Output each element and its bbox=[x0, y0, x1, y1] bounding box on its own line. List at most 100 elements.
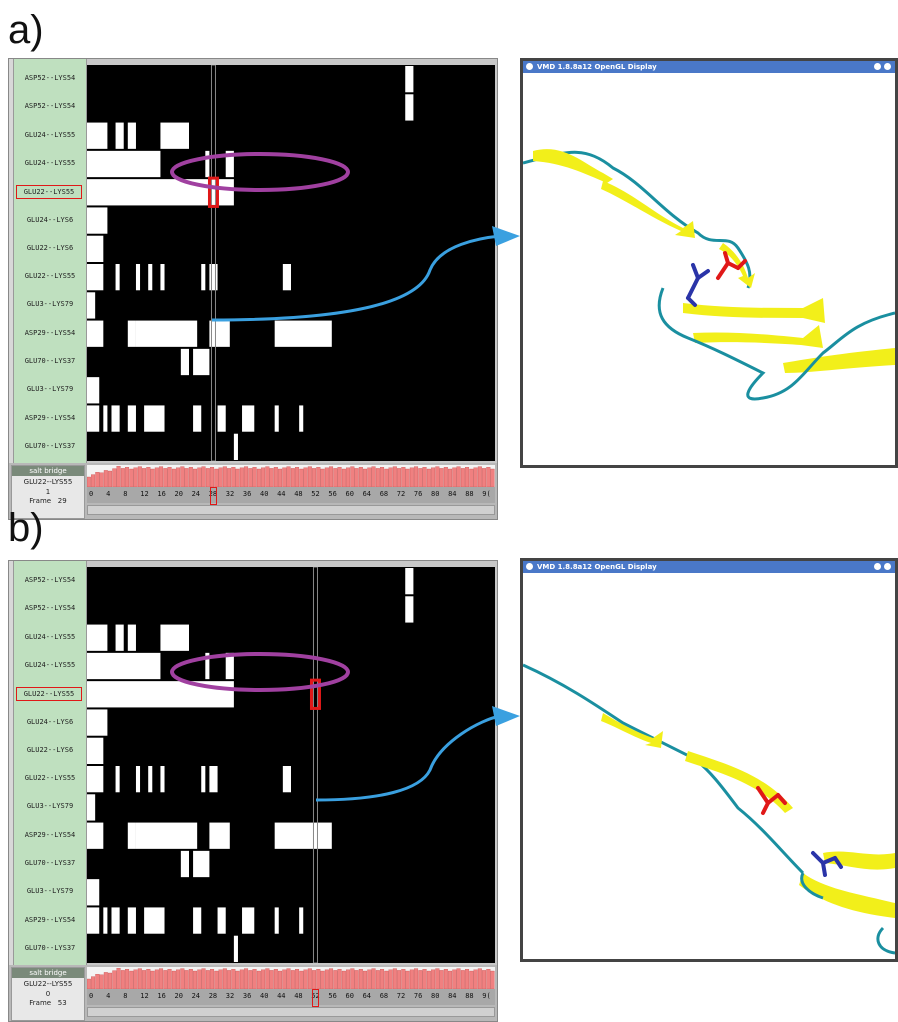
pair-label[interactable]: GLU22--LYS55 bbox=[24, 272, 76, 281]
count-bar bbox=[405, 970, 410, 989]
horizontal-scrollbar[interactable] bbox=[87, 505, 495, 515]
salt-bridge-heatmap[interactable] bbox=[87, 567, 495, 963]
pair-label[interactable]: GLU3--LYS79 bbox=[26, 385, 74, 394]
window-menu-icon[interactable] bbox=[526, 563, 533, 570]
window-menu-icon[interactable] bbox=[526, 63, 533, 70]
pair-label[interactable]: GLU22--LYS6 bbox=[26, 243, 74, 252]
pair-label[interactable]: GLU3--LYS79 bbox=[26, 300, 74, 309]
pair-label[interactable]: ASP52--LYS54 bbox=[24, 604, 76, 613]
occupancy-segment bbox=[135, 264, 141, 291]
count-bar bbox=[112, 468, 117, 487]
count-bar bbox=[486, 969, 491, 989]
pair-label[interactable]: ASP29--LYS54 bbox=[24, 830, 76, 839]
count-bar bbox=[329, 968, 334, 989]
pair-label[interactable]: GLU24--LYS6 bbox=[26, 215, 74, 224]
axis-tick-label: 24 bbox=[191, 490, 201, 498]
pair-label[interactable]: GLU22--LYS55 bbox=[16, 687, 82, 702]
count-bar bbox=[99, 472, 104, 487]
pair-label[interactable]: ASP52--LYS54 bbox=[24, 576, 76, 585]
pair-label[interactable]: ASP29--LYS54 bbox=[24, 328, 76, 337]
count-bar bbox=[159, 968, 164, 989]
occupancy-segment bbox=[209, 320, 230, 347]
pair-label[interactable]: GLU24--LYS55 bbox=[24, 661, 76, 669]
occupancy-segment bbox=[115, 122, 124, 149]
pair-label[interactable]: GLU70--LYS37 bbox=[24, 943, 76, 952]
count-bar bbox=[460, 970, 465, 989]
pair-label[interactable]: GLU3--LYS79 bbox=[26, 887, 74, 896]
count-bar bbox=[205, 468, 210, 487]
occupancy-segment bbox=[87, 150, 161, 178]
count-bar bbox=[95, 472, 100, 487]
vertical-scrollbar[interactable] bbox=[9, 561, 13, 965]
pair-label[interactable]: GLU22--LYS55 bbox=[24, 774, 76, 783]
occupancy-segment bbox=[87, 235, 104, 262]
frame-axis[interactable]: 0 4 8 12 16 20 24 28 32 36 40 44 48 52 56 60 64 68 72 76 80 8… bbox=[87, 989, 495, 1007]
count-bar bbox=[324, 969, 329, 989]
occupancy-segment bbox=[405, 596, 414, 623]
pair-label[interactable]: GLU3--LYS79 bbox=[26, 802, 74, 811]
count-bar bbox=[473, 969, 478, 989]
pair-label[interactable]: GLU24--LYS55 bbox=[24, 159, 76, 167]
count-bar bbox=[214, 970, 219, 989]
occupancy-segment bbox=[87, 320, 104, 347]
pair-label[interactable]: GLU24--LYS6 bbox=[26, 717, 74, 726]
axis-tick-label: 60 bbox=[345, 490, 354, 498]
axis-tick-label: 12 bbox=[140, 992, 149, 1000]
pair-label[interactable]: ASP52--LYS54 bbox=[24, 102, 76, 111]
occupancy-segment bbox=[193, 850, 210, 878]
count-bar bbox=[384, 970, 389, 989]
count-bar bbox=[265, 968, 270, 989]
pair-label[interactable]: GLU24--LYS55 bbox=[24, 632, 76, 641]
axis-tick-label: 72 bbox=[396, 490, 406, 498]
axis-tick-label: 44 bbox=[277, 992, 286, 1000]
count-bar bbox=[299, 468, 304, 487]
count-bar bbox=[346, 969, 351, 989]
count-bar bbox=[163, 970, 168, 989]
count-bar bbox=[460, 468, 465, 487]
axis-tick-label: 80 bbox=[431, 490, 440, 498]
pair-label[interactable]: GLU24--LYS55 bbox=[24, 130, 76, 139]
count-bar bbox=[248, 970, 253, 989]
occupancy-segment bbox=[274, 907, 279, 934]
occupancy-segment bbox=[209, 822, 230, 849]
panel-a-label: a) bbox=[8, 8, 44, 52]
count-bar bbox=[469, 468, 474, 487]
pair-label[interactable]: ASP29--LYS54 bbox=[24, 915, 76, 924]
occupancy-segment bbox=[87, 794, 96, 821]
frame-label: Frame bbox=[29, 497, 52, 505]
close-icon[interactable] bbox=[884, 563, 891, 570]
salt-bridge-heatmap[interactable] bbox=[87, 65, 495, 461]
pair-label[interactable]: GLU70--LYS37 bbox=[24, 859, 76, 867]
occupancy-segment bbox=[209, 264, 218, 291]
minimize-icon[interactable] bbox=[874, 63, 881, 70]
count-bar bbox=[116, 968, 121, 989]
vertical-scrollbar[interactable] bbox=[9, 59, 13, 463]
count-bar bbox=[354, 468, 359, 487]
pair-label[interactable]: GLU70--LYS37 bbox=[24, 357, 76, 365]
frame-axis-marker[interactable] bbox=[210, 487, 218, 505]
frame-axis-marker[interactable] bbox=[312, 989, 320, 1007]
axis-tick-label: 56 bbox=[328, 490, 337, 498]
occupancy-segment bbox=[87, 624, 108, 651]
pair-label[interactable]: ASP29--LYS54 bbox=[24, 413, 76, 422]
minimize-icon[interactable] bbox=[874, 563, 881, 570]
count-bar bbox=[486, 467, 491, 487]
occupancy-segment bbox=[87, 879, 100, 906]
frame-axis[interactable]: 0 4 8 12 16 20 24 28 32 36 40 44 48 52 56 60 64 68 72 76 80 8… bbox=[87, 487, 495, 505]
occupancy-segment bbox=[201, 264, 206, 291]
count-bar bbox=[214, 468, 219, 487]
close-icon[interactable] bbox=[884, 63, 891, 70]
occupancy-segment bbox=[87, 737, 104, 764]
count-bar bbox=[159, 466, 164, 487]
pair-label[interactable]: GLU22--LYS6 bbox=[26, 745, 74, 754]
count-bar bbox=[431, 467, 436, 487]
pair-label[interactable]: ASP52--LYS54 bbox=[24, 74, 76, 83]
pair-label[interactable]: GLU70--LYS37 bbox=[24, 441, 76, 450]
pair-label[interactable]: GLU22--LYS55 bbox=[16, 185, 82, 200]
occupancy-segment bbox=[87, 681, 234, 708]
axis-tick-label: 16 bbox=[157, 992, 166, 1000]
count-bar bbox=[180, 968, 185, 989]
count-bar bbox=[180, 466, 185, 487]
horizontal-scrollbar[interactable] bbox=[87, 1007, 495, 1017]
